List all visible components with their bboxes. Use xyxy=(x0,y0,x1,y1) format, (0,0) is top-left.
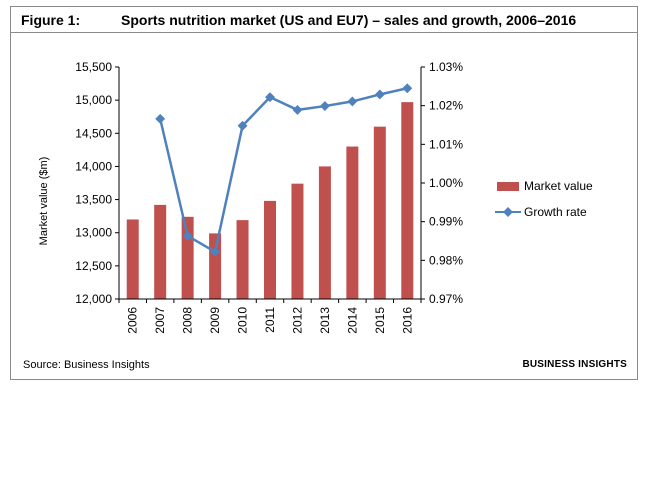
y2-tick-label: 0.99% xyxy=(429,215,463,229)
growth-rate-line xyxy=(158,87,408,254)
legend-swatch-market-value xyxy=(497,182,519,191)
growth-point-2014 xyxy=(347,96,358,107)
bar-2012 xyxy=(291,183,304,299)
y-tick-label: 13,000 xyxy=(75,226,112,240)
x-tick-label: 2011 xyxy=(263,307,277,333)
y-axis-title: Market value ($m) xyxy=(38,157,50,246)
x-tick-label: 2013 xyxy=(318,307,332,334)
bar-2006 xyxy=(126,219,139,299)
bar-2016 xyxy=(401,102,414,299)
growth-point-2008 xyxy=(182,231,193,241)
y2-tick-label: 1.02% xyxy=(429,99,463,113)
growth-point-2013 xyxy=(319,101,330,112)
y2-tick-label: 0.98% xyxy=(429,253,463,267)
y2-tick-label: 0.97% xyxy=(429,292,463,306)
bar-2007 xyxy=(154,204,167,299)
y-tick-label: 12,000 xyxy=(75,292,112,306)
x-tick-label: 2012 xyxy=(290,307,304,334)
figure-frame: Figure 1: Sports nutrition market (US an… xyxy=(10,6,638,380)
bar-2014 xyxy=(346,146,359,299)
x-tick-label: 2010 xyxy=(236,307,250,334)
growth-point-2016 xyxy=(402,83,413,94)
figure-title: Sports nutrition market (US and EU7) – s… xyxy=(121,12,577,28)
y-tick-label: 13,500 xyxy=(75,193,112,207)
y-tick-label: 15,500 xyxy=(75,60,112,74)
y-tick-label: 14,500 xyxy=(75,126,112,140)
y2-tick-label: 1.03% xyxy=(429,60,463,74)
x-tick-label: 2008 xyxy=(181,307,195,334)
bar-2015 xyxy=(373,126,386,300)
y-tick-label: 15,000 xyxy=(75,93,112,107)
figure-label: Figure 1: xyxy=(21,12,81,28)
legend-label-growth-rate: Growth rate xyxy=(524,205,587,219)
y2-tick-label: 1.00% xyxy=(429,176,463,190)
x-tick-label: 2006 xyxy=(126,307,140,334)
brand-label: BUSINESS INSIGHTS xyxy=(522,359,627,370)
legend-label-market-value: Market value xyxy=(524,179,593,193)
growth-point-2007 xyxy=(155,113,166,124)
growth-point-2010 xyxy=(237,120,248,131)
y-tick-label: 12,500 xyxy=(75,259,112,273)
bar-2013 xyxy=(318,166,331,299)
bar-2010 xyxy=(236,220,249,299)
x-tick-label: 2016 xyxy=(400,307,414,334)
bar-2009 xyxy=(209,233,222,299)
x-tick-label: 2014 xyxy=(345,307,359,334)
growth-point-2015 xyxy=(374,89,385,100)
source-note: Source: Business Insights xyxy=(23,359,150,371)
chart: 12,000 12,500 13,000 13,500 14,000 14,500 15,0… xyxy=(38,60,593,334)
growth-point-2012 xyxy=(292,104,303,115)
y-tick-label: 14,000 xyxy=(75,159,112,173)
figure-header: Figure 1: Sports nutrition market (US an… xyxy=(11,7,637,33)
legend-marker-growth-rate xyxy=(503,207,513,217)
legend: Market value Growth rate xyxy=(495,179,593,219)
x-tick-label: 2009 xyxy=(208,307,222,334)
x-tick-label: 2015 xyxy=(373,307,387,334)
x-tick-label: 2007 xyxy=(153,307,167,334)
y2-tick-label: 1.01% xyxy=(429,137,463,151)
bar-2008 xyxy=(181,216,194,299)
bar-2011 xyxy=(264,200,276,299)
growth-point-2009 xyxy=(210,246,221,257)
